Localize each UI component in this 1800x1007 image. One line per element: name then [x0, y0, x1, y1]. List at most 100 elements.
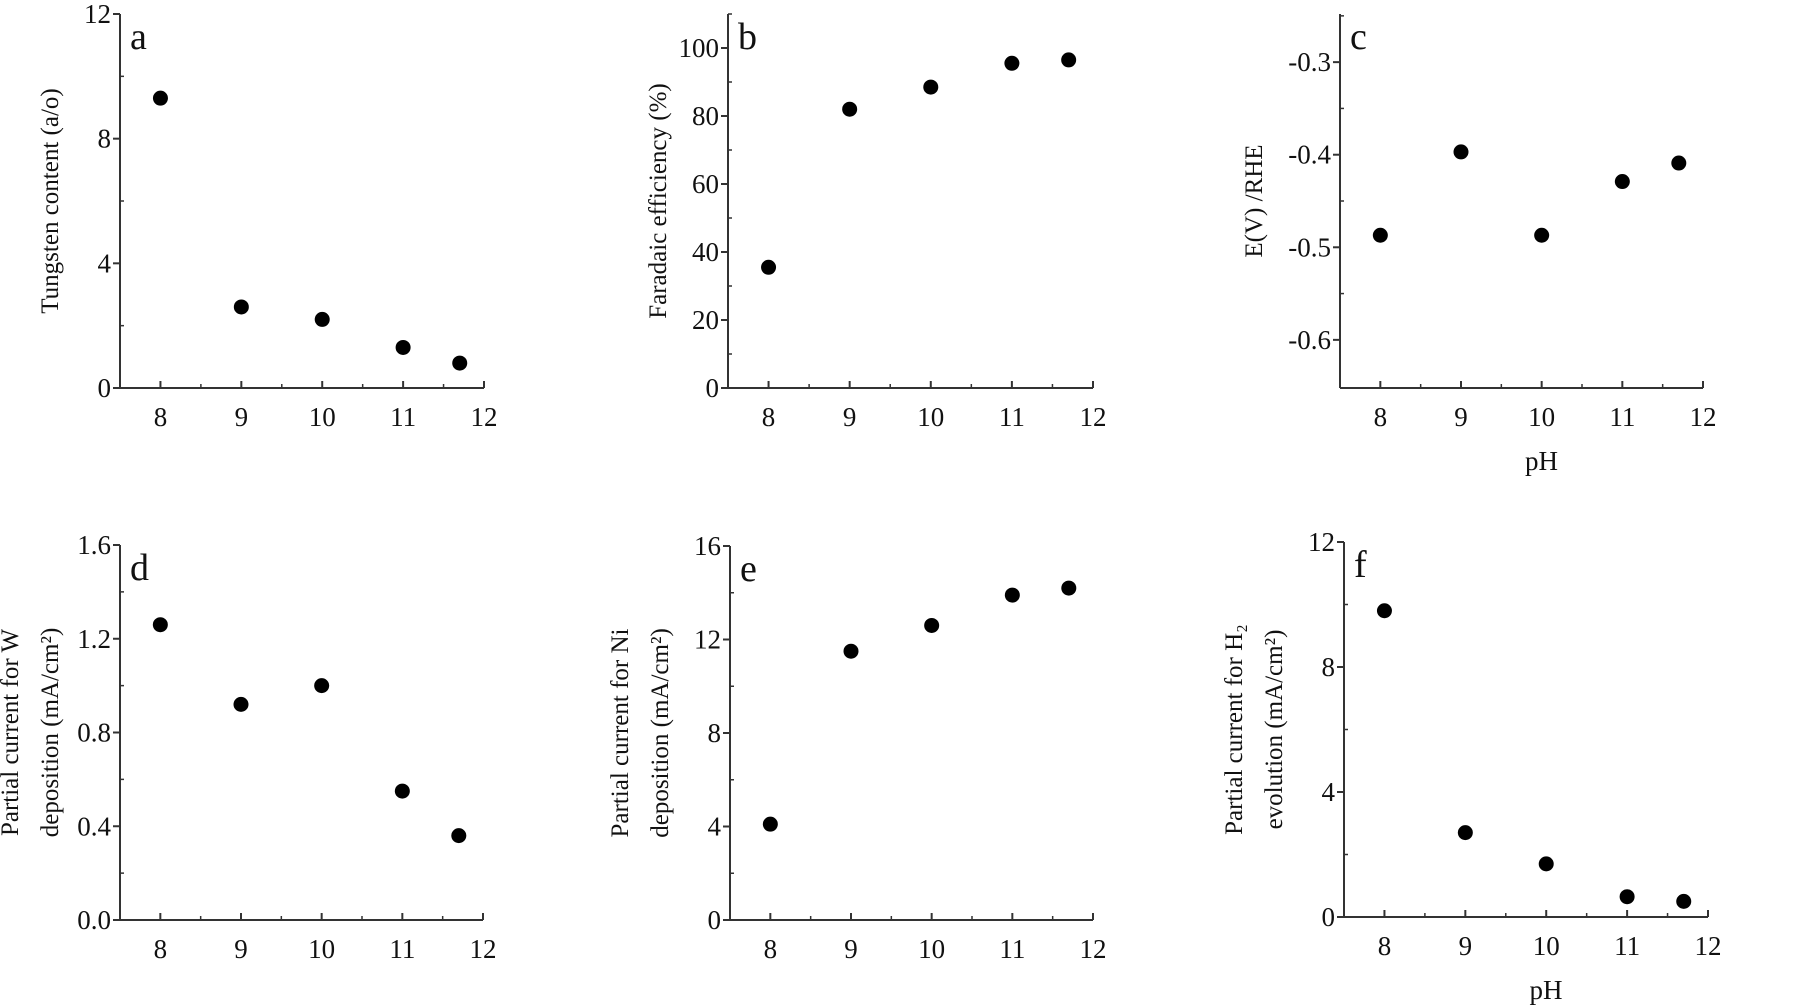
- panel-label: f: [1354, 544, 1367, 586]
- y-tick-label: 12: [694, 625, 721, 655]
- y-axis-label: Partial current for Ni: [607, 628, 634, 837]
- y-tick-label: -0.6: [1288, 325, 1331, 355]
- x-tick-label: 12: [1080, 402, 1107, 432]
- panel-label: e: [740, 548, 757, 590]
- data-point: [451, 828, 467, 844]
- y-tick-label: 0: [708, 905, 722, 935]
- y-tick-label: -0.3: [1288, 47, 1331, 77]
- x-tick-label: 8: [154, 934, 168, 964]
- data-point: [1376, 603, 1392, 619]
- x-tick-label: 12: [1690, 402, 1717, 432]
- x-tick-label: 8: [154, 402, 168, 432]
- x-tick-label: 8: [1374, 402, 1388, 432]
- data-point: [1538, 856, 1554, 872]
- x-tick-label: 9: [1454, 402, 1468, 432]
- y-axis-label: Tungsten content (a/o): [37, 88, 64, 313]
- data-point: [1671, 155, 1687, 171]
- data-point: [1534, 227, 1550, 243]
- y-tick-label: 16: [694, 531, 721, 561]
- x-tick-label: 12: [1080, 934, 1107, 964]
- x-tick-label: 10: [1533, 931, 1560, 961]
- data-point: [395, 339, 411, 355]
- y-tick-label: 60: [692, 169, 719, 199]
- y-axis-label: evolution (mA/cm²): [1261, 630, 1288, 830]
- y-tick-label: 4: [1322, 777, 1336, 807]
- y-tick-label: 80: [692, 101, 719, 131]
- x-tick-label: 12: [471, 402, 498, 432]
- data-point: [233, 299, 249, 315]
- y-axis-label: deposition (mA/cm²): [647, 628, 674, 838]
- x-tick-label: 10: [918, 934, 945, 964]
- panel-label: d: [130, 547, 149, 589]
- y-tick-label: 0.8: [77, 718, 111, 748]
- y-axis-label: Partial current for W: [0, 629, 24, 836]
- x-tick-label: 11: [389, 934, 415, 964]
- x-tick-label: 11: [999, 402, 1025, 432]
- x-tick-label: 12: [1695, 931, 1722, 961]
- x-tick-label: 8: [762, 402, 776, 432]
- x-tick-label: 8: [1378, 931, 1392, 961]
- y-tick-label: 1.2: [77, 624, 111, 654]
- y-axis-label: E(V) /RHE: [1241, 144, 1268, 257]
- panel-b: 8 9 10 11 12 0 20 40 60 80 100 Faradaic efficiency …: [645, 13, 1107, 432]
- x-tick-label: 9: [234, 934, 248, 964]
- data-point: [1004, 587, 1020, 603]
- data-point: [314, 311, 330, 327]
- y-tick-label: -0.5: [1288, 232, 1331, 262]
- data-point: [842, 101, 858, 117]
- x-tick-label: 11: [999, 934, 1025, 964]
- data-point: [924, 617, 940, 633]
- data-point: [1061, 580, 1077, 596]
- x-tick-label: 8: [764, 934, 778, 964]
- panel-a: 8 9 10 11 12 0 4 8 12 Tungsten content (a/o) a: [37, 0, 498, 432]
- data-point: [1457, 825, 1473, 841]
- panel-f: 8 9 10 11 12 0 4 8 12 Partial current for H₂ evolu…: [1221, 527, 1722, 1005]
- x-axis-label: pH: [1525, 446, 1558, 476]
- y-tick-label: 20: [692, 305, 719, 335]
- data-point: [762, 816, 778, 832]
- x-tick-label: 11: [1609, 402, 1635, 432]
- data-point: [1676, 893, 1692, 909]
- y-tick-label: 0: [706, 373, 720, 403]
- y-tick-label: 8: [1322, 652, 1336, 682]
- panel-label: a: [130, 16, 147, 58]
- y-tick-label: 1.6: [77, 530, 111, 560]
- x-tick-label: 11: [1614, 931, 1640, 961]
- y-tick-label: 0.0: [77, 905, 111, 935]
- y-tick-label: 100: [679, 33, 720, 63]
- data-point: [923, 79, 939, 95]
- x-tick-label: 9: [235, 402, 249, 432]
- panel-e: 8 9 10 11 12 0 4 8 12 16 Partial current for Ni dep…: [607, 531, 1107, 964]
- y-tick-label: 8: [98, 124, 112, 154]
- y-tick-label: 4: [98, 248, 112, 278]
- y-tick-label: 8: [708, 718, 722, 748]
- y-tick-label: 12: [84, 0, 111, 29]
- x-tick-label: 10: [308, 934, 335, 964]
- x-tick-label: 12: [470, 934, 497, 964]
- data-point: [152, 617, 168, 633]
- y-axis-label: deposition (mA/cm²): [37, 628, 64, 838]
- x-tick-label: 9: [843, 402, 857, 432]
- data-point: [1453, 144, 1469, 160]
- x-tick-label: 9: [844, 934, 858, 964]
- y-tick-label: 0.4: [77, 811, 111, 841]
- data-point: [761, 259, 777, 275]
- panel-c: 8 9 10 11 12 -0.6 -0.5 -0.4 -0.3 E(V) /RHE pH c: [1241, 14, 1717, 476]
- x-tick-label: 10: [309, 402, 336, 432]
- data-point: [1614, 174, 1630, 190]
- y-tick-label: 0: [1322, 902, 1336, 932]
- panel-d: 8 9 10 11 12 0.0 0.4 0.8 1.2 1.6 Partial current f…: [0, 530, 497, 964]
- data-point: [152, 90, 168, 106]
- y-axis-label: Partial current for H₂: [1221, 624, 1248, 835]
- y-tick-label: -0.4: [1288, 140, 1331, 170]
- data-point: [1061, 52, 1077, 68]
- data-point: [1004, 55, 1020, 71]
- x-axis-label: pH: [1530, 975, 1563, 1005]
- y-tick-label: 4: [708, 812, 722, 842]
- x-tick-label: 10: [1528, 402, 1555, 432]
- data-point: [1372, 227, 1388, 243]
- y-tick-label: 40: [692, 237, 719, 267]
- panel-label: b: [738, 16, 757, 58]
- data-point: [394, 783, 410, 799]
